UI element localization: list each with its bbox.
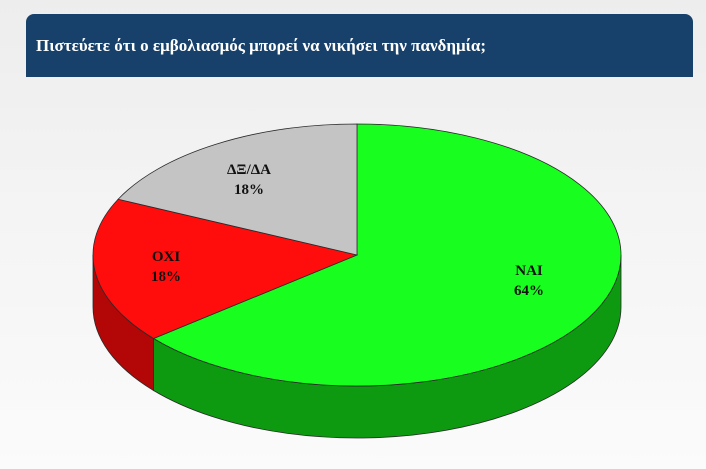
title-banner: Πιστεύετε ότι ο εμβολιασμός μπορεί να νι… — [26, 14, 693, 77]
pie-slice-0 — [152, 123, 622, 387]
slice-label-2: ΔΞ/ΔΑ — [227, 162, 271, 178]
pie-labels: ΝΑΙ 64% ΟΧΙ 18% ΔΞ/ΔΑ 18% — [151, 162, 544, 299]
slice-label-0: ΝΑΙ — [515, 263, 543, 279]
page-title: Πιστεύετε ότι ο εμβολιασμός μπορεί να νι… — [36, 35, 487, 55]
pie-slices — [92, 123, 622, 387]
slice-label-1: ΟΧΙ — [152, 249, 181, 265]
pie-slice-1 — [92, 198, 359, 339]
slice-value-0: 64% — [514, 283, 544, 299]
slice-value-2: 18% — [234, 182, 264, 198]
pie-slice-2 — [117, 123, 358, 256]
slice-value-1: 18% — [151, 269, 181, 285]
